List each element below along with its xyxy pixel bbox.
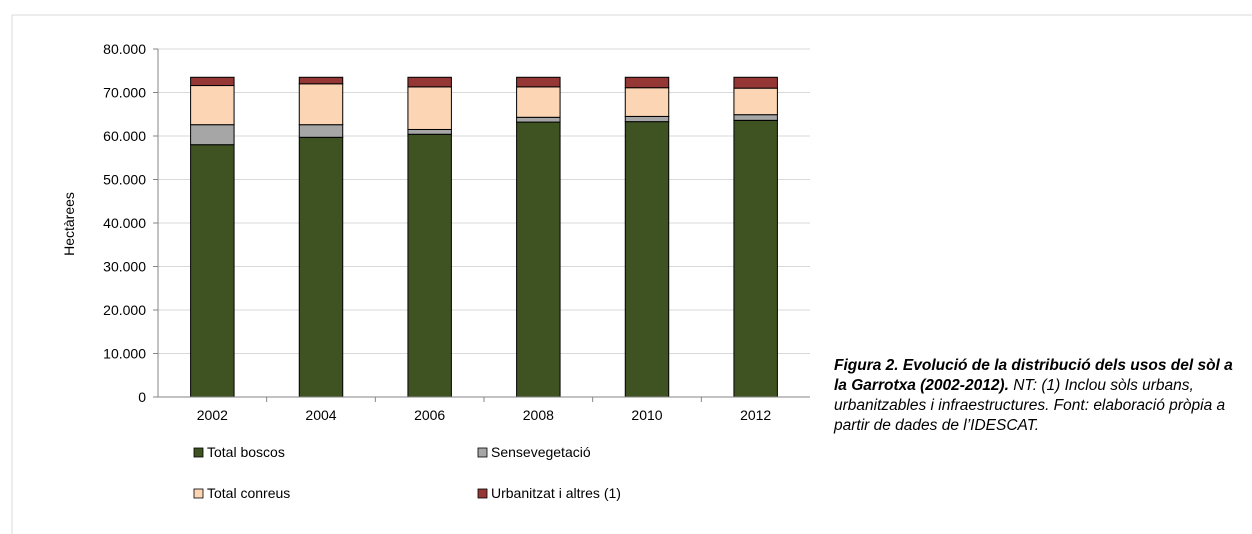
legend: Total boscos Sensevegetació Total conreus U… xyxy=(193,444,621,501)
bar-segment xyxy=(190,144,235,398)
y-tick-label: 0 xyxy=(138,389,146,405)
bar-segment xyxy=(624,115,670,123)
x-tick-label: 2008 xyxy=(523,407,554,423)
bars xyxy=(190,76,778,398)
y-tick-label: 10.000 xyxy=(103,346,146,362)
bar-segment xyxy=(298,76,344,85)
y-tick-label: 60.000 xyxy=(103,128,146,144)
y-tick-label: 80.000 xyxy=(103,41,146,57)
bar-segment xyxy=(516,86,561,118)
bar-segment xyxy=(624,121,670,398)
bar-segment xyxy=(733,114,778,121)
x-tick-label: 2002 xyxy=(197,407,228,423)
y-tick-label: 30.000 xyxy=(103,259,146,275)
bar-segment xyxy=(516,76,561,88)
y-tick-label: 50.000 xyxy=(103,172,146,188)
legend-entry: Sensevegetació xyxy=(491,444,591,460)
bar-segment xyxy=(298,83,344,126)
bar-segment xyxy=(733,119,778,398)
bar-segment xyxy=(407,76,452,88)
bar-segment xyxy=(190,124,235,146)
x-tick-label: 2012 xyxy=(740,407,771,423)
gridlines xyxy=(158,48,810,354)
bar-segment xyxy=(298,136,344,398)
y-tick-label: 20.000 xyxy=(103,302,146,318)
bar-segment xyxy=(190,85,235,126)
legend-swatch xyxy=(477,488,488,499)
legend-entry: Urbanitzat i altres (1) xyxy=(491,485,621,501)
y-axis-label: Hectàrees xyxy=(61,192,77,256)
y-tick-label: 70.000 xyxy=(103,85,146,101)
bar-segment xyxy=(516,121,561,398)
bar-segment xyxy=(516,116,561,123)
legend-swatch xyxy=(477,447,488,458)
legend-swatch xyxy=(193,447,204,458)
bar-segment xyxy=(624,87,670,117)
bar-segment xyxy=(298,124,344,138)
y-tick-label: 40.000 xyxy=(103,215,146,231)
bar-segment xyxy=(624,76,670,89)
bar-segment xyxy=(407,128,452,135)
x-tick-label: 2010 xyxy=(631,407,662,423)
caption-title: Figura 2. Evolució de la distribució del… xyxy=(834,357,1233,394)
legend-swatch xyxy=(193,488,204,499)
figure-caption: Figura 2. Evolució de la distribució del… xyxy=(834,356,1234,436)
x-tick-label: 2004 xyxy=(305,407,336,423)
legend-entry: Total conreus xyxy=(207,485,290,501)
bar-segment xyxy=(733,87,778,116)
bar-segment xyxy=(407,86,452,130)
x-tick-label: 2006 xyxy=(414,407,445,423)
caption-note: NT: (1) Inclou sòls urbans, urbanitzable… xyxy=(834,377,1226,434)
bar-segment xyxy=(407,133,452,398)
legend-entry: Total boscos xyxy=(207,444,285,460)
axes: 0 10.000 20.000 30.000 40.000 50.000 60.000 70.… xyxy=(103,41,810,423)
bar-segment xyxy=(733,76,778,89)
bar-segment xyxy=(190,76,235,87)
